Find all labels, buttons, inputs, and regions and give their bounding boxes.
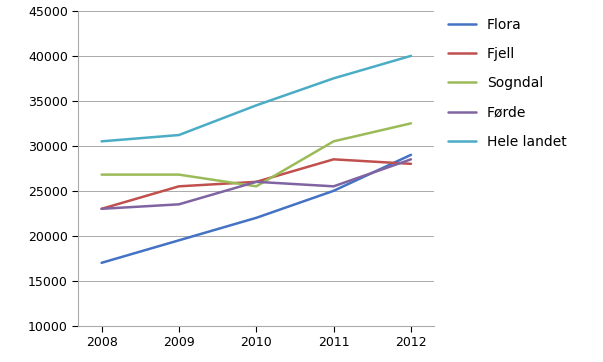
Line: Fjell: Fjell — [101, 159, 411, 209]
Flora — [175, 238, 183, 243]
Førde — [175, 202, 183, 206]
Line: Hele landet: Hele landet — [101, 56, 411, 141]
Flora — [330, 189, 337, 193]
Hele landet — [98, 139, 105, 143]
Fjell — [98, 207, 105, 211]
Flora — [253, 216, 260, 220]
Sogndal — [330, 139, 337, 143]
Hele landet — [175, 133, 183, 137]
Fjell — [330, 157, 337, 161]
Førde — [330, 184, 337, 189]
Line: Sogndal: Sogndal — [101, 123, 411, 186]
Line: Flora: Flora — [101, 155, 411, 263]
Flora — [98, 261, 105, 265]
Hele landet — [408, 54, 415, 58]
Legend: Flora, Fjell, Sogndal, Førde, Hele landet: Flora, Fjell, Sogndal, Førde, Hele lande… — [448, 18, 567, 149]
Førde — [408, 157, 415, 161]
Hele landet — [330, 76, 337, 80]
Fjell — [253, 180, 260, 184]
Line: Førde: Førde — [101, 159, 411, 209]
Førde — [253, 180, 260, 184]
Fjell — [175, 184, 183, 189]
Sogndal — [98, 172, 105, 177]
Sogndal — [253, 184, 260, 189]
Sogndal — [175, 172, 183, 177]
Sogndal — [408, 121, 415, 126]
Flora — [408, 153, 415, 157]
Hele landet — [253, 103, 260, 108]
Fjell — [408, 162, 415, 166]
Førde — [98, 207, 105, 211]
